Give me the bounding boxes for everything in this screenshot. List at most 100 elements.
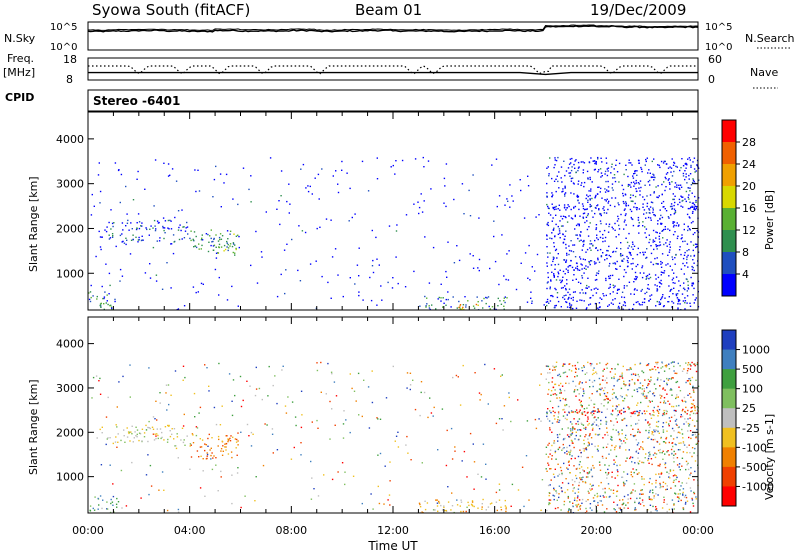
scatter-point	[215, 257, 218, 259]
scatter-point	[676, 237, 679, 240]
scatter-point	[690, 403, 693, 405]
scatter-point	[680, 167, 682, 169]
scatter-point	[566, 306, 569, 308]
scatter-point	[213, 455, 215, 457]
scatter-point	[650, 245, 652, 247]
scatter-point	[675, 478, 677, 481]
scatter-point	[609, 293, 611, 295]
scatter-point	[656, 285, 658, 287]
scatter-point	[227, 238, 229, 240]
scatter-point	[586, 248, 589, 251]
scatter-point	[421, 462, 423, 464]
scatter-point	[605, 212, 608, 214]
scatter-point	[691, 284, 693, 286]
scatter-point	[551, 377, 554, 379]
scatter-point	[687, 254, 689, 257]
scatter-point	[638, 232, 640, 234]
scatter-point	[591, 488, 593, 490]
scatter-point	[666, 451, 668, 453]
scatter-point	[679, 449, 681, 451]
scatter-point	[668, 296, 670, 298]
scatter-point	[592, 427, 594, 430]
scatter-point	[615, 268, 617, 270]
scatter-point	[596, 510, 598, 512]
scatter-point	[636, 253, 639, 256]
scatter-point	[122, 229, 124, 231]
scatter-point	[639, 194, 641, 196]
scatter-point	[650, 417, 653, 419]
scatter-point	[677, 426, 680, 429]
scatter-point	[696, 406, 698, 408]
scatter-point	[624, 410, 626, 413]
scatter-point	[667, 179, 669, 181]
scatter-point	[465, 304, 467, 306]
scatter-point	[626, 457, 628, 459]
scatter-point	[666, 488, 668, 490]
scatter-point	[608, 453, 610, 455]
scatter-point	[645, 364, 648, 367]
scatter-point	[688, 174, 690, 177]
scatter-point	[686, 164, 688, 166]
scatter-point	[568, 508, 570, 510]
scatter-point	[696, 243, 698, 246]
scatter-point	[674, 420, 677, 422]
scatter-point	[101, 236, 103, 238]
scatter-point	[562, 438, 565, 441]
scatter-point	[580, 239, 582, 241]
scatter-point	[562, 415, 565, 417]
scatter-point	[181, 238, 183, 240]
scatter-point	[594, 302, 597, 305]
scatter-point	[661, 216, 664, 219]
y-tick-label: 2000	[56, 222, 84, 235]
date-title: 19/Dec/2009	[590, 1, 686, 19]
scatter-point	[332, 175, 334, 177]
scatter-point	[590, 260, 593, 262]
scatter-point	[100, 248, 102, 251]
scatter-point	[580, 231, 582, 233]
scatter-point	[654, 284, 656, 286]
scatter-point	[552, 229, 555, 231]
scatter-point	[551, 444, 553, 447]
scatter-point	[682, 408, 684, 411]
scatter-point	[617, 305, 620, 308]
scatter-point	[604, 464, 606, 466]
scatter-point	[651, 400, 653, 402]
scatter-point	[684, 170, 686, 172]
scatter-point	[671, 452, 673, 455]
scatter-point	[681, 370, 684, 372]
scatter-point	[557, 273, 560, 275]
scatter-point	[620, 374, 623, 376]
scatter-point	[658, 473, 660, 475]
scatter-point	[260, 251, 263, 253]
scatter-point	[597, 425, 600, 427]
scatter-point	[638, 501, 640, 504]
scatter-point	[227, 453, 230, 455]
scatter-point	[99, 236, 102, 238]
scatter-point	[634, 170, 636, 172]
scatter-point	[690, 396, 692, 398]
scatter-point	[688, 477, 690, 480]
scatter-point	[611, 197, 613, 199]
scatter-point	[656, 409, 658, 412]
scatter-point	[695, 370, 698, 373]
scatter-point	[105, 416, 108, 418]
scatter-point	[505, 506, 507, 508]
scatter-point	[560, 215, 562, 218]
scatter-point	[690, 437, 692, 440]
scatter-point	[558, 204, 560, 206]
scatter-point	[639, 382, 642, 384]
scatter-point	[635, 179, 637, 182]
scatter-point	[579, 508, 581, 510]
scatter-point	[583, 439, 585, 441]
noise-panel: N.Sky 10^5 10^0 10^5 10^0 N.Search	[4, 21, 795, 53]
scatter-point	[656, 363, 658, 365]
scatter-point	[358, 414, 360, 416]
scatter-point	[677, 203, 679, 206]
scatter-point	[687, 394, 689, 396]
scatter-point	[676, 496, 679, 498]
scatter-point	[591, 429, 594, 431]
scatter-point	[695, 379, 697, 381]
scatter-point	[620, 440, 622, 442]
scatter-point	[453, 198, 455, 201]
scatter-point	[689, 430, 692, 432]
